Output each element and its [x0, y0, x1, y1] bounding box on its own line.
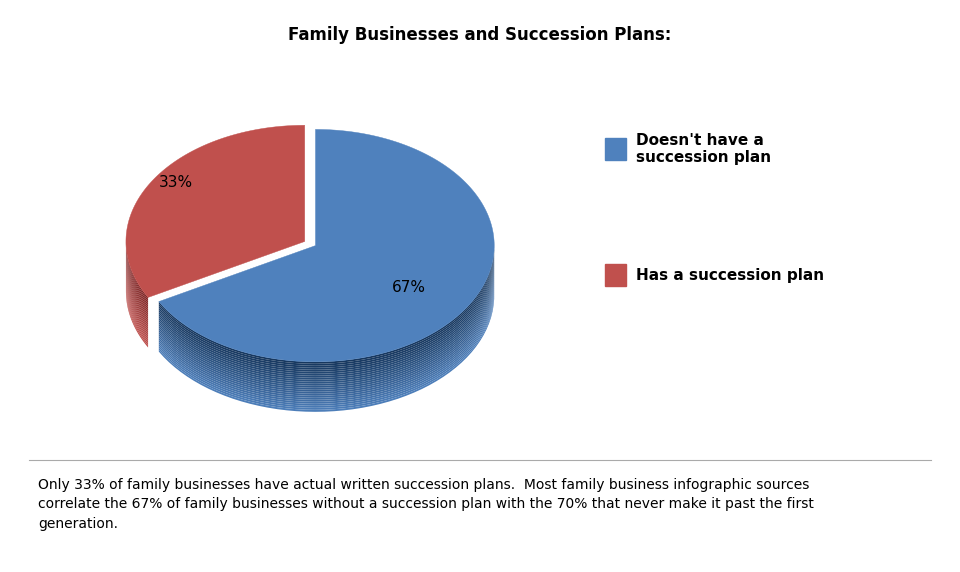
Polygon shape — [158, 253, 494, 368]
Polygon shape — [158, 287, 494, 402]
Polygon shape — [126, 248, 148, 305]
Polygon shape — [126, 260, 148, 317]
Polygon shape — [158, 249, 494, 364]
Polygon shape — [126, 244, 148, 301]
Polygon shape — [126, 252, 148, 309]
Polygon shape — [126, 266, 148, 323]
Polygon shape — [126, 278, 148, 335]
Polygon shape — [126, 254, 148, 311]
Polygon shape — [158, 289, 494, 404]
Polygon shape — [126, 264, 148, 321]
Polygon shape — [158, 129, 494, 362]
Polygon shape — [126, 276, 148, 333]
Polygon shape — [126, 274, 148, 331]
Polygon shape — [126, 125, 304, 297]
Polygon shape — [126, 290, 148, 347]
Polygon shape — [126, 246, 148, 303]
Polygon shape — [126, 268, 148, 325]
Polygon shape — [158, 255, 494, 370]
Polygon shape — [126, 282, 148, 339]
Polygon shape — [158, 295, 494, 410]
Polygon shape — [126, 270, 148, 327]
Polygon shape — [158, 251, 494, 366]
Polygon shape — [158, 273, 494, 388]
Polygon shape — [158, 263, 494, 378]
Polygon shape — [158, 283, 494, 398]
Text: 33%: 33% — [158, 174, 192, 190]
Polygon shape — [158, 277, 494, 392]
Polygon shape — [126, 272, 148, 329]
Polygon shape — [158, 257, 494, 372]
Polygon shape — [158, 297, 494, 412]
Polygon shape — [158, 265, 494, 380]
Polygon shape — [126, 256, 148, 313]
Polygon shape — [126, 250, 148, 307]
Polygon shape — [158, 281, 494, 396]
Polygon shape — [158, 275, 494, 390]
Text: Only 33% of family businesses have actual written succession plans.  Most family: Only 33% of family businesses have actua… — [38, 478, 814, 531]
Polygon shape — [158, 271, 494, 386]
Polygon shape — [126, 258, 148, 315]
Polygon shape — [158, 293, 494, 408]
Polygon shape — [126, 284, 148, 341]
Text: Has a succession plan: Has a succession plan — [636, 268, 824, 283]
Polygon shape — [126, 280, 148, 337]
Polygon shape — [126, 262, 148, 319]
Text: Family Businesses and Succession Plans:: Family Businesses and Succession Plans: — [288, 26, 672, 43]
Polygon shape — [158, 269, 494, 384]
Text: 67%: 67% — [392, 280, 426, 295]
Polygon shape — [158, 291, 494, 406]
Polygon shape — [126, 242, 148, 299]
Polygon shape — [158, 261, 494, 376]
Polygon shape — [126, 286, 148, 343]
Polygon shape — [158, 279, 494, 394]
Polygon shape — [158, 267, 494, 382]
Polygon shape — [126, 288, 148, 345]
Polygon shape — [158, 285, 494, 400]
Text: Doesn't have a
succession plan: Doesn't have a succession plan — [636, 133, 771, 165]
Polygon shape — [158, 259, 494, 374]
